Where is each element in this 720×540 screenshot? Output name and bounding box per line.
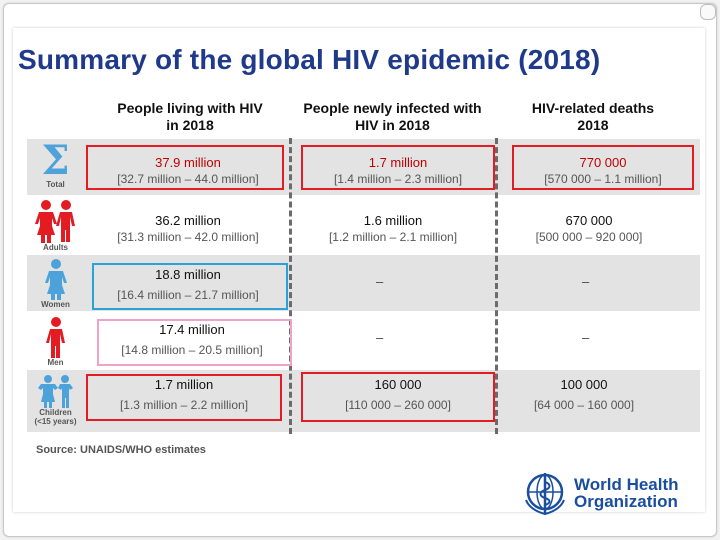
cell-total-living: 37.9 million [32.7 million – 44.0 millio… (92, 154, 284, 188)
range: [1.4 million – 2.3 million] (333, 172, 463, 186)
column-header-new-infections: People newly infected with HIV in 2018 (303, 100, 482, 133)
highlight-box-total-new (301, 145, 495, 190)
woman-icon (44, 259, 67, 300)
value: 100 000 (560, 377, 608, 392)
slide-title: Summary of the global HIV epidemic (2018… (18, 44, 601, 75)
who-emblem-icon (525, 473, 565, 516)
range: [570 000 – 1.1 million] (544, 172, 662, 186)
cell-women-living: 18.8 million [16.4 million – 21.7 millio… (94, 266, 282, 304)
value: 1.7 million (154, 377, 214, 392)
column-header-living: People living with HIV in 2018 (117, 100, 263, 133)
who-logo-line1: World Health (574, 475, 679, 494)
cell-children-living: 1.7 million [1.3 million – 2.2 million] (88, 376, 280, 414)
column-header-deaths: HIV-related deaths 2018 (531, 100, 655, 133)
who-logo-line2: Organization (574, 492, 678, 511)
row-label-adults: Adults (43, 243, 68, 252)
row-icon-total: Σ Total (28, 137, 83, 190)
range: [64 000 – 160 000] (533, 398, 635, 412)
cell-total-deaths: 770 000 [570 000 – 1.1 million] (515, 154, 691, 188)
adults-icon (34, 200, 75, 243)
range: [14.8 million – 20.5 million] (121, 343, 263, 357)
range: [1.2 million – 2.1 million] (328, 230, 458, 244)
row-sublabel-children: (<15 years) (34, 417, 77, 426)
cell-men-new: – (376, 330, 384, 345)
cell-women-new: – (376, 274, 384, 289)
highlight-box-women-living (92, 263, 288, 310)
children-icon (37, 375, 73, 408)
value: 18.8 million (155, 267, 221, 282)
range: [32.7 million – 44.0 million] (117, 172, 259, 186)
cell-children-new: 160 000 [110 000 – 260 000] (303, 376, 493, 414)
column-divider (289, 138, 292, 434)
value: 1.6 million (363, 213, 423, 228)
sigma-icon: Σ (41, 137, 70, 184)
cell-adults-new: 1.6 million [1.2 million – 2.1 million] (298, 212, 488, 246)
highlight-box-children-new (301, 372, 495, 422)
cell-adults-living: 36.2 million [31.3 million – 42.0 millio… (92, 212, 284, 246)
highlight-box-children-living (86, 374, 282, 421)
highlight-box-men-living (97, 319, 292, 366)
who-logo-text: World Health Organization (574, 476, 679, 510)
row-icon-children: Children (<15 years) (28, 374, 83, 426)
man-icon (45, 317, 65, 358)
range: [1.3 million – 2.2 million] (119, 398, 249, 412)
range: [31.3 million – 42.0 million] (117, 230, 259, 244)
cell-children-deaths: 100 000 [64 000 – 160 000] (500, 376, 668, 414)
row-band-total (27, 139, 700, 195)
value: 17.4 million (159, 322, 225, 337)
range: [16.4 million – 21.7 million] (117, 288, 259, 302)
highlight-box-total-living (86, 145, 284, 190)
cell-adults-deaths: 670 000 [500 000 – 920 000] (505, 212, 673, 246)
value: 670 000 (565, 213, 613, 228)
value: 1.7 million (368, 155, 428, 170)
value: 160 000 (374, 377, 422, 392)
value: 770 000 (579, 155, 627, 170)
window-corner-icon (700, 4, 716, 20)
cell-women-deaths: – (582, 274, 590, 289)
row-label-children: Children (39, 408, 72, 417)
row-icon-men: Men (28, 316, 83, 367)
range: [110 000 – 260 000] (345, 398, 451, 412)
row-label-women: Women (41, 300, 70, 309)
value: 37.9 million (155, 155, 221, 170)
cell-total-new: 1.7 million [1.4 million – 2.3 million] (306, 154, 490, 188)
highlight-box-total-deaths (512, 145, 694, 190)
cell-men-living: 17.4 million [14.8 million – 20.5 millio… (98, 321, 286, 359)
source-note: Source: UNAIDS/WHO estimates (36, 444, 206, 456)
column-divider (495, 138, 498, 434)
row-icon-women: Women (28, 258, 83, 309)
row-icon-adults: Adults (28, 199, 83, 252)
range: [500 000 – 920 000] (535, 230, 643, 244)
cell-men-deaths: – (582, 330, 590, 345)
row-label-total: Total (46, 180, 65, 189)
row-label-men: Men (47, 358, 64, 367)
value: 36.2 million (155, 213, 221, 228)
